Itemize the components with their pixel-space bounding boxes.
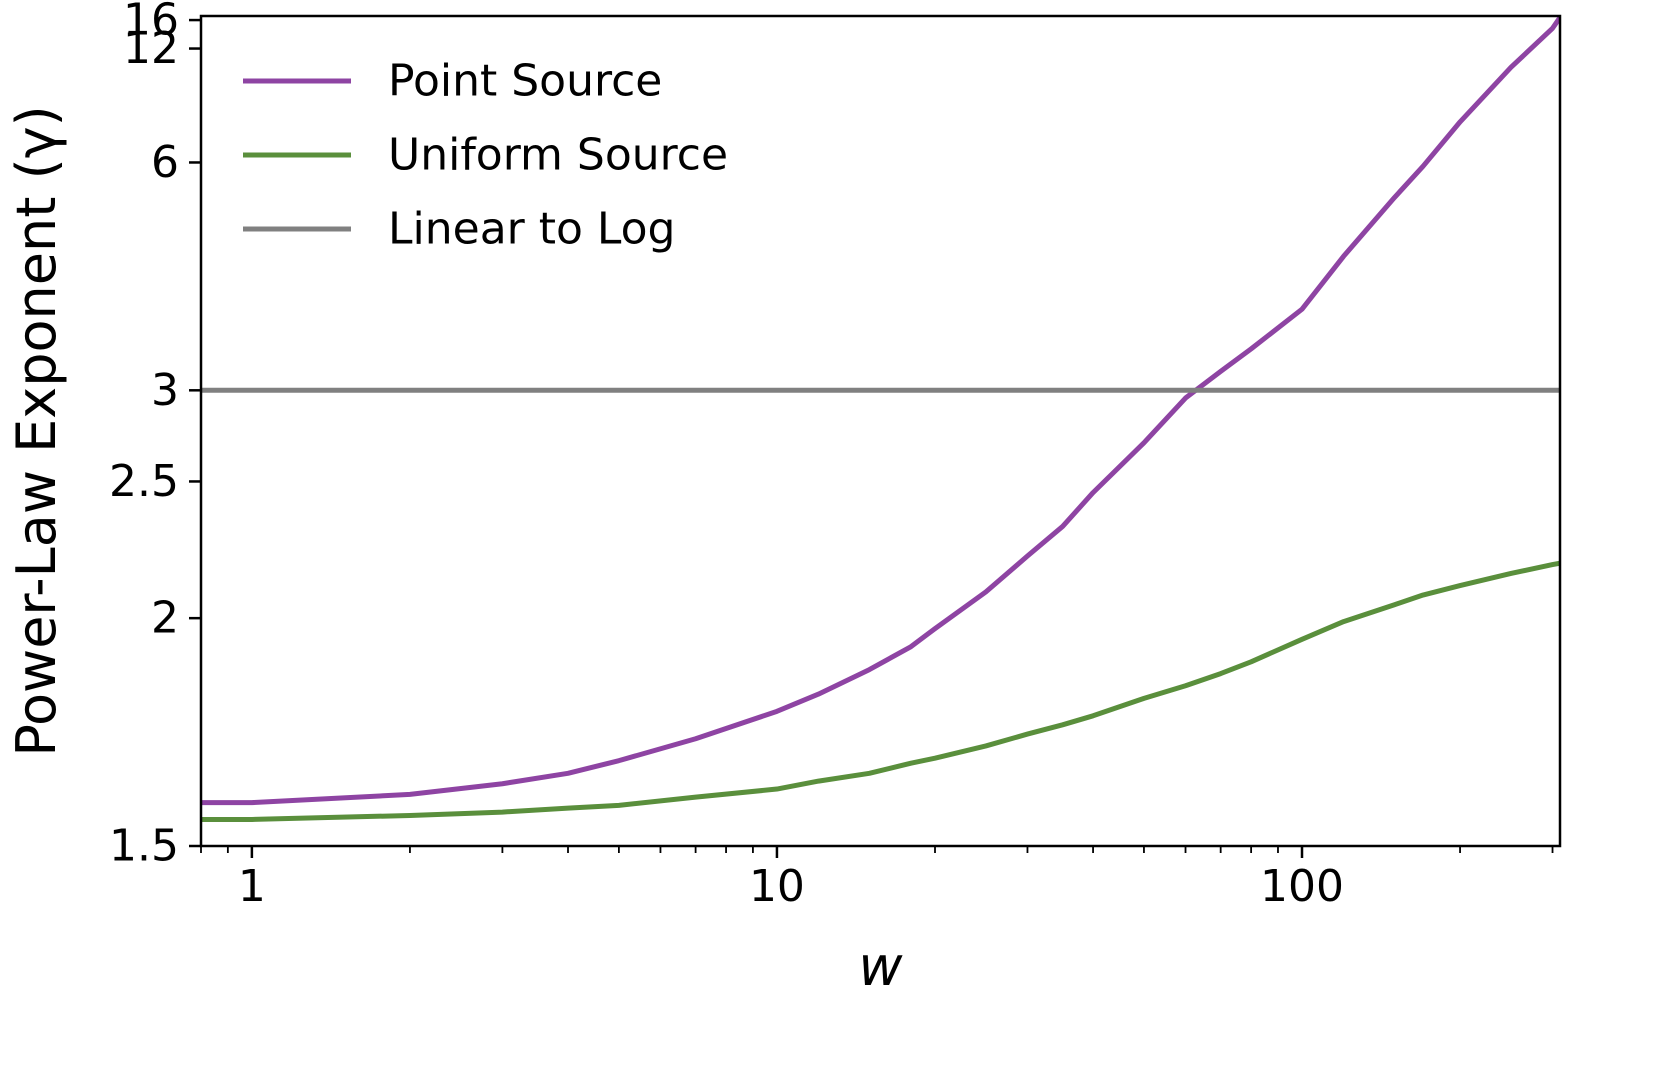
legend-label-point-source: Point Source <box>388 56 662 107</box>
x-tick-label: 100 <box>1260 861 1344 912</box>
series-line-uniform-source <box>201 560 1560 822</box>
y-tick-label: 1.5 <box>109 821 179 872</box>
axes-frame <box>199 14 1562 848</box>
y-tick-label: 3 <box>151 365 179 416</box>
y-tick-label: 16 <box>123 0 179 46</box>
x-tick-label: 1 <box>238 861 266 912</box>
y-axis-title: Power-Law Exponent (γ) <box>5 105 68 756</box>
y-tick-label: 2 <box>151 593 179 644</box>
y-tick-label: 6 <box>151 137 179 188</box>
x-tick-label: 10 <box>749 861 805 912</box>
x-axis-title: w <box>858 935 903 998</box>
legend-label-uniform-source: Uniform Source <box>388 130 728 181</box>
legend: Point Source Uniform Source Linear to Log <box>243 56 728 255</box>
y-tick-label: 12 <box>123 23 179 74</box>
legend-label-linear-to-log: Linear to Log <box>388 204 675 255</box>
plot-area <box>201 16 1560 822</box>
y-tick-label: 2.5 <box>109 456 179 507</box>
series-line-point-source <box>201 16 1560 806</box>
